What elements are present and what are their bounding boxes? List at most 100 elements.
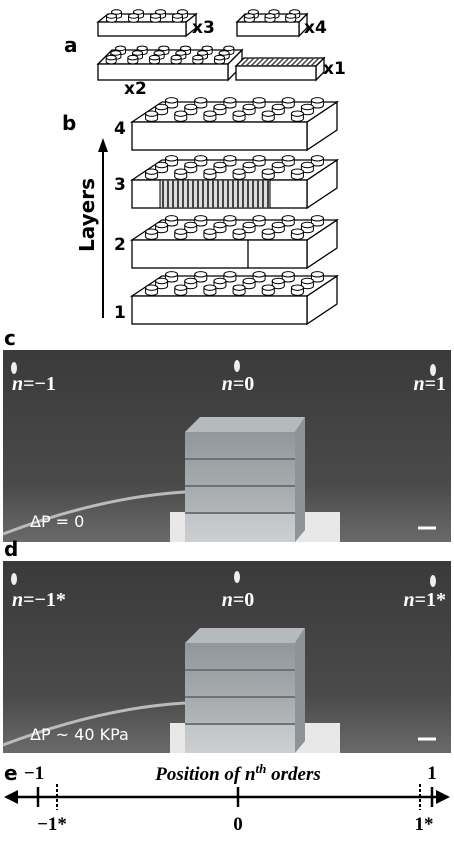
stud [175, 169, 187, 174]
stud [171, 55, 181, 60]
stud [219, 51, 229, 56]
stud [243, 162, 255, 167]
stud [146, 111, 158, 116]
count-label: x2 [124, 79, 147, 99]
stud [198, 51, 208, 56]
stud [224, 46, 234, 51]
stud [204, 285, 216, 290]
order-value: =0 [233, 589, 254, 611]
stud [204, 229, 216, 234]
order-value: =−1 [23, 373, 56, 395]
stud [244, 14, 254, 19]
stud [129, 14, 139, 19]
stud [214, 104, 226, 109]
stud [166, 272, 178, 277]
title-superscript: th [256, 761, 267, 776]
panel-label: b [62, 111, 76, 135]
layer-number: 4 [114, 119, 126, 139]
stud [185, 162, 197, 167]
tick-label: −1* [37, 814, 67, 835]
stud [243, 222, 255, 227]
stud [175, 285, 187, 290]
stud [253, 272, 265, 277]
stud [156, 162, 168, 167]
stud [133, 51, 143, 56]
stud [111, 51, 121, 56]
stud [146, 285, 158, 290]
stud [224, 272, 236, 277]
stud [243, 278, 255, 283]
stud [195, 98, 207, 103]
stud [204, 169, 216, 174]
axis-label: Layers [75, 178, 99, 252]
stud [272, 278, 284, 283]
stud [214, 278, 226, 283]
diffraction-spot [234, 360, 240, 372]
order-var: n [222, 373, 233, 395]
stud [193, 55, 203, 60]
order-label: n=−1 [12, 373, 56, 395]
order-value: =1 [425, 373, 446, 395]
stud [106, 55, 116, 60]
tick-label: 0 [233, 814, 243, 835]
order-var: n [413, 373, 424, 395]
order-label: n=1 [413, 373, 446, 395]
figure: a x3 x4 x2 x1 b Layers 4 3 2 1 c n=−1 n=… [0, 0, 454, 852]
diffraction-spot [430, 575, 436, 587]
stud [214, 222, 226, 227]
stud [195, 216, 207, 221]
stud [282, 156, 294, 161]
stud [224, 98, 236, 103]
stud [291, 169, 303, 174]
stud [272, 104, 284, 109]
stud [272, 222, 284, 227]
count-label: x4 [304, 18, 327, 38]
order-var: n [403, 589, 414, 611]
order-var: n [222, 589, 233, 611]
cube-top [185, 417, 305, 432]
stud [173, 14, 183, 19]
cube-top [185, 628, 305, 643]
stud [282, 272, 294, 277]
stud [107, 14, 117, 19]
stud [156, 222, 168, 227]
order-value: =0 [233, 373, 254, 395]
stud [286, 14, 296, 19]
stud [233, 285, 245, 290]
number-line-title: Position of nth orders [154, 761, 321, 785]
count-label: x3 [192, 18, 215, 38]
stud [146, 169, 158, 174]
layer-number: 1 [114, 303, 126, 323]
stud [233, 229, 245, 234]
stud [156, 278, 168, 283]
stud [166, 156, 178, 161]
stud [154, 51, 164, 56]
order-label: n=−1* [12, 589, 66, 611]
stud [262, 111, 274, 116]
stud [195, 272, 207, 277]
stud [204, 111, 216, 116]
stud [137, 46, 147, 51]
stud [150, 55, 160, 60]
brick-front [132, 296, 307, 324]
order-label: n=0 [222, 373, 255, 395]
stud [159, 46, 169, 51]
stud [166, 98, 178, 103]
stud [282, 98, 294, 103]
brick-front [237, 22, 299, 36]
stud [282, 216, 294, 221]
title-text: Position of n [154, 764, 255, 785]
stud [301, 278, 313, 283]
brick-front [132, 122, 307, 150]
stud [215, 55, 225, 60]
order-var: n [12, 589, 23, 611]
stud [262, 285, 274, 290]
stud [175, 111, 187, 116]
stud [146, 229, 158, 234]
stud [311, 272, 323, 277]
stud [291, 285, 303, 290]
diffraction-spot [11, 573, 17, 585]
stud [253, 98, 265, 103]
order-label: n=0 [222, 589, 255, 611]
pressure-label: ΔP = 0 [30, 512, 84, 531]
